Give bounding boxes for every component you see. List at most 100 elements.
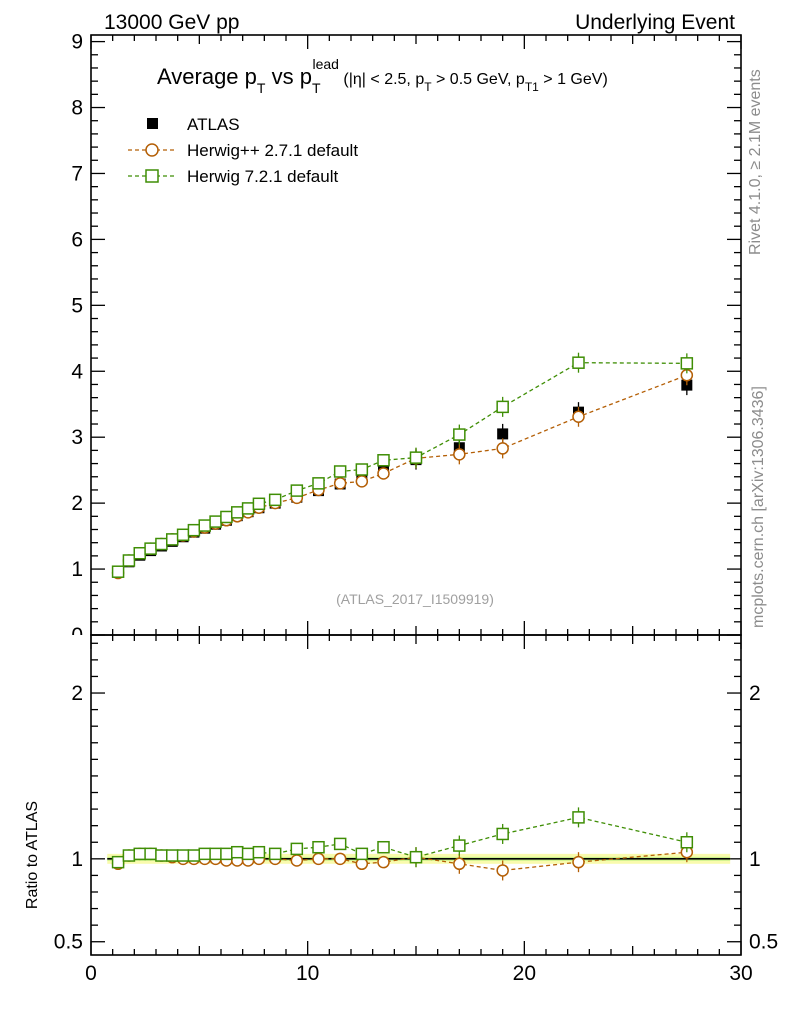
ratio-herwig7-point [122,849,136,862]
herwig7-point [133,546,146,560]
herwigpp-point [453,448,466,461]
ratio-herwig7-point [377,840,390,854]
y-tick-label-main: 7 [71,162,83,185]
ratio-herwig7-point [111,855,125,869]
herwig7-point [312,477,325,490]
y-tick-label-ratio: 0.5 [54,931,83,954]
y-tick-label-main: 2 [71,492,83,515]
ratio-herwig7-point [187,849,201,862]
title-sub-d: T1 [525,80,539,94]
ratio-herwig7-point [241,847,255,861]
y-tick-label-zero: 0 [71,624,83,647]
herwig7-point [377,454,390,467]
ratio-herwig7-point [198,847,211,861]
herwigpp-line [117,374,688,574]
herwig7-point [409,451,423,464]
ratio-herwig7-point [231,845,244,859]
ratio-herwig7-point [312,840,325,854]
ratio-herwig7-point [453,839,466,852]
herwig7-point [290,484,304,497]
plot-frames [90,34,742,956]
herwigpp-point [572,410,585,424]
x-tick-label: 10 [296,962,319,985]
herwig7-point [355,463,369,476]
main-plot: 1 2 3 4 5 6 7 8 9 0 [71,31,694,647]
title-part-a: Average p [157,64,257,89]
title-sup-b: lead [313,56,339,72]
y-tick-label-ratio-right: 2 [749,682,761,705]
herwig7-point [268,493,282,507]
atlas-point [497,428,509,440]
ratio-herwig7-point [155,849,168,862]
herwig7-point [187,523,201,537]
herwigpp-point [333,477,347,490]
plot-title: Average pT vs pTlead (|η| < 2.5, pT > 0.… [157,56,608,96]
herwig7-point [333,465,347,478]
ratio-herwig7-point [220,847,233,861]
ratio-herwig7-point [290,842,304,856]
rivet-label: Rivet 4.1.0, ≥ 2.1M events [747,69,764,255]
herwig7-point [209,515,222,528]
ratio-herwig7-point [252,845,266,859]
ratio-herwig7-point [133,847,146,861]
y-tick-label-main: 8 [71,97,83,120]
herwig7-point [166,533,179,546]
ratio-herwigpp-point [312,852,325,866]
herwig7-point [496,400,509,414]
herwig7-point [155,537,168,551]
x-tick-label: 30 [729,962,752,985]
y-tick-label-ratio-right: 0.5 [749,931,778,954]
header-right: Underlying Event [575,11,735,34]
ratio-herwigpp-point [333,852,347,866]
ratio-herwigpp-point [290,854,304,867]
x-tick-label: 20 [513,962,536,985]
title-part-d: > 0.5 GeV, p [432,71,525,88]
ratio-herwig7-point [268,847,282,861]
y-tick-label-main: 6 [71,228,83,251]
title-part-b: vs p [265,64,311,89]
ratio-herwig7-point [209,847,222,861]
ratio-ylabel: Ratio to ATLAS [24,801,41,909]
ratio-herwigpp-point [572,855,585,869]
legend-marker-atlas [147,118,158,129]
herwig7-point [220,510,233,524]
herwig7-line [117,362,687,573]
ratio-plot: 0 10 20 30 0.5 0.5 1 1 2 2 [54,682,778,985]
ratio-herwig7-point [572,811,585,824]
herwig7-point [453,428,466,441]
y-tick-label-ratio: 1 [71,848,83,871]
ratio-frame [90,634,742,956]
legend-marker-herwigpp [145,143,159,157]
ratio-herwigpp-point [496,864,509,877]
herwig7-point [144,542,157,555]
y-tick-label-main: 4 [71,360,83,383]
ratio-herwig7-point [355,847,369,861]
herwig7-point [252,497,266,511]
herwig7-point [231,506,244,519]
title-sub-c: T [424,80,432,94]
herwig7-point [241,502,255,515]
ratio-herwig7-point [409,850,423,864]
x-tick-label: 0 [85,962,97,985]
header-left: 13000 GeV pp [104,11,239,34]
mcplots-label: mcplots.cern.ch [arXiv:1306.3436] [750,386,767,628]
y-tick-label-main: 9 [71,31,83,54]
herwig7-point [198,519,211,532]
herwig7-point [572,356,585,369]
y-tick-label-main: 5 [71,294,83,317]
herwigpp-point [355,475,369,488]
legend: ATLAS Herwig++ 2.7.1 default Herwig 7.2.… [128,115,358,186]
title-sub-a: T [257,80,266,96]
legend-label-atlas: ATLAS [187,115,240,134]
ratio-herwigpp-point [453,857,466,871]
herwig7-point [111,565,125,578]
herwig7-point [176,528,190,542]
y-tick-label-ratio-right: 1 [749,848,761,871]
ratio-herwig7-point [166,849,179,862]
analysis-watermark: (ATLAS_2017_I1509919) [336,591,494,607]
title-part-e: > 1 GeV) [539,71,608,88]
title-sub-b: T [312,80,321,96]
legend-marker-herwig7 [145,169,159,183]
herwig7-point [680,357,694,370]
